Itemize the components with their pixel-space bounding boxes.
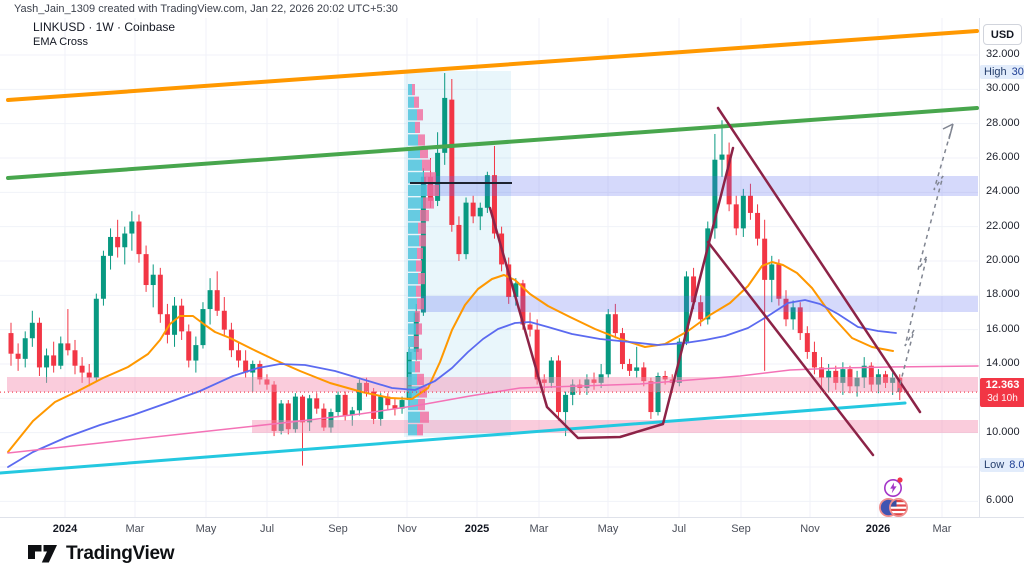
price-tick-label: 32.000 [986, 48, 1020, 60]
low-label: Low [984, 458, 1005, 471]
lightning-bolt-icon [890, 482, 897, 494]
price-axis[interactable]: USD High 30.949 32.000 30.000 28.000 26.000… [979, 18, 1024, 517]
price-tick-label: 26.000 [986, 150, 1020, 163]
flash-event-icon[interactable] [883, 476, 905, 498]
notification-dot [897, 477, 903, 483]
low-value: 8.082 [1009, 458, 1024, 471]
time-tick-label: 2024 [52, 523, 78, 535]
low-price-badge: Low 8.082 [980, 457, 1024, 472]
time-tick-label: Jul [671, 523, 687, 535]
high-label: High [984, 66, 1007, 79]
bar-countdown: 3d 10h [987, 392, 1018, 404]
time-tick-label: Mar [125, 523, 145, 535]
time-tick-label: 2025 [464, 523, 490, 535]
price-tick-label: 18.000 [986, 288, 1020, 301]
time-tick-label: 2026 [865, 523, 891, 535]
attribution-text: Yash_Jain_1309 created with TradingView.… [14, 3, 398, 15]
chart-legend: LINKUSD · 1W · Coinbase EMA Cross [33, 21, 175, 48]
price-tick-label: 10.000 [986, 425, 1020, 438]
price-tick-label: 20.000 [986, 253, 1020, 266]
tradingview-wordmark: TradingView [66, 543, 175, 564]
high-value: 30.949 [1011, 66, 1024, 79]
high-price-badge: High 30.949 [980, 65, 1024, 80]
price-tick-label: 30.000 [986, 82, 1020, 95]
currency-unit-button[interactable]: USD [983, 24, 1022, 45]
last-price-badge: 12.363 3d 10h [980, 378, 1024, 408]
time-tick-label: Mar [932, 523, 952, 535]
price-tick-label: 28.000 [986, 116, 1020, 129]
tradingview-icon [28, 545, 57, 563]
time-tick-label: Nov [397, 523, 417, 535]
time-tick-label: May [195, 523, 217, 535]
price-tick-label: 22.000 [986, 219, 1020, 232]
price-tick-label: 6.000 [986, 494, 1014, 507]
time-tick-label: May [597, 523, 619, 535]
time-tick-label: Sep [731, 523, 751, 535]
time-axis[interactable]: 2024 Mar May Jul Sep Nov 2025 Mar May Jul Sep Nov 20… [0, 517, 1024, 539]
price-tick-label: 24.000 [986, 185, 1020, 198]
time-tick-label: Mar [529, 523, 549, 535]
time-tick-label: Sep [328, 523, 348, 535]
price-tick-label: 16.000 [986, 322, 1020, 335]
symbol-title[interactable]: LINKUSD · 1W · Coinbase [33, 20, 176, 34]
tradingview-logo[interactable]: TradingView [28, 543, 175, 565]
time-tick-label: Jul [259, 523, 275, 535]
indicator-ema-cross[interactable]: EMA Cross [33, 36, 89, 48]
time-tick-label: Nov [800, 523, 820, 535]
price-tick-label: 14.000 [986, 356, 1020, 369]
economic-event-flags-icon[interactable] [879, 496, 909, 519]
last-price-value: 12.363 [985, 379, 1020, 392]
